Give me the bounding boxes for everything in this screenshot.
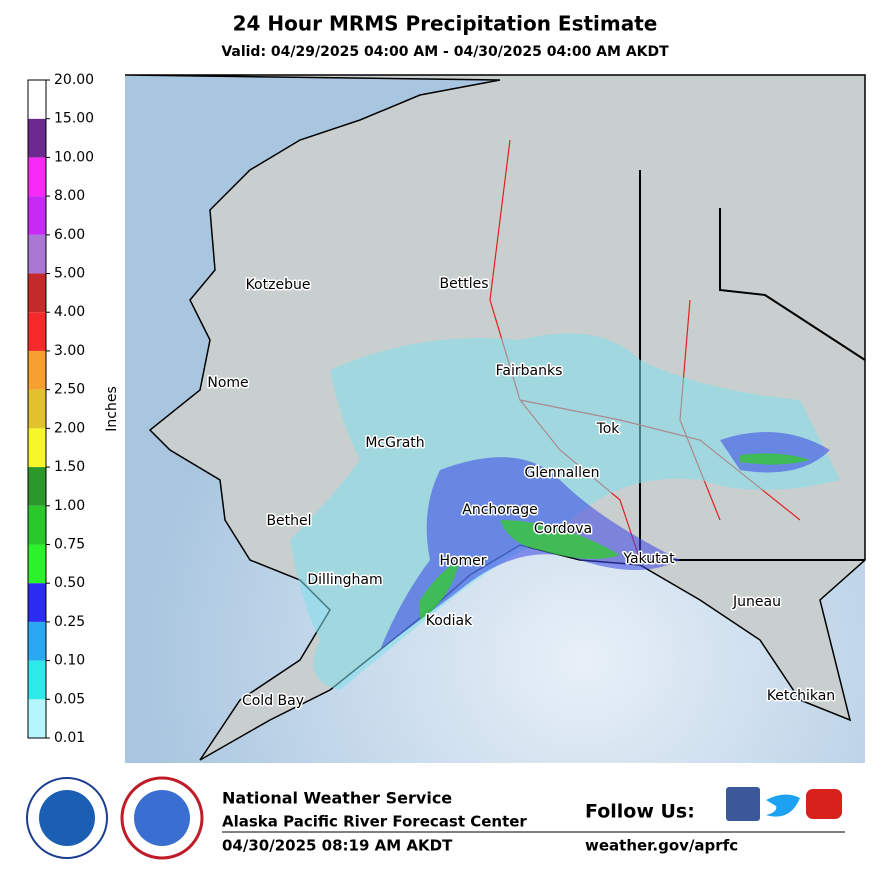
noaa-logo-inner — [39, 790, 95, 846]
city-label: Anchorage — [462, 502, 537, 518]
colorbar-label: 0.01 — [54, 730, 85, 746]
colorbar-title: Inches — [104, 386, 120, 431]
city-label: Bettles — [440, 276, 489, 292]
city-label: Fairbanks — [496, 363, 563, 379]
city-label: Kodiak — [426, 613, 473, 629]
city-label: Cordova — [534, 521, 592, 537]
colorbar-bin — [28, 428, 46, 468]
youtube-icon[interactable] — [806, 789, 842, 819]
city-label: Cold Bay — [242, 693, 304, 709]
colorbar-bin — [28, 118, 46, 158]
colorbar-bin — [28, 621, 46, 661]
colorbar-bin — [28, 699, 46, 738]
city-label: McGrath — [365, 435, 424, 451]
colorbar-label: 0.10 — [54, 653, 85, 669]
city-label: Bethel — [266, 513, 311, 529]
colorbar-bin — [28, 273, 46, 313]
url[interactable]: weather.gov/aprfc — [585, 837, 738, 855]
city-label: Kotzebue — [246, 277, 311, 293]
office: Alaska Pacific River Forecast Center — [222, 813, 527, 831]
city-label: Homer — [439, 553, 486, 569]
org: National Weather Service — [222, 789, 452, 808]
map: Kotzebue Bettles Nome Fairbanks Tok McGrath Gl… — [124, 74, 866, 763]
cities: Kotzebue Bettles Nome Fairbanks Tok McGrath Gl… — [206, 275, 837, 711]
city-label: Yakutat — [622, 551, 675, 567]
colorbar-bin — [28, 80, 46, 119]
colorbar-label: 0.05 — [54, 691, 85, 707]
colorbar-label: 2.00 — [54, 420, 85, 436]
logos — [26, 776, 204, 860]
subtitle: Valid: 04/29/2025 04:00 AM - 04/30/2025 … — [221, 44, 669, 60]
colorbar-label: 1.50 — [54, 459, 85, 475]
colorbar-bin — [28, 467, 46, 506]
city-label: Ketchikan — [767, 688, 835, 704]
colorbar-bin — [28, 583, 46, 622]
colorbar-label: 6.00 — [54, 227, 85, 243]
timestamp: 04/30/2025 08:19 AM AKDT — [222, 837, 453, 855]
facebook-icon[interactable] — [726, 787, 760, 821]
city-label: Dillingham — [307, 572, 382, 588]
colorbar-bin — [28, 389, 46, 429]
follow-us: Follow Us: — [585, 801, 695, 823]
colorbar-label: 15.00 — [54, 111, 94, 127]
colorbar-label: 3.00 — [54, 343, 85, 359]
colorbar-label: 2.50 — [54, 382, 85, 398]
colorbar-frame — [27, 79, 47, 739]
precip-mid — [380, 432, 830, 650]
city-label: Tok — [596, 421, 621, 437]
twitter-icon[interactable] — [766, 794, 800, 817]
colorbar-bin — [28, 544, 46, 584]
colorbar-label: 20.00 — [54, 72, 94, 88]
city-label: Nome — [207, 375, 248, 391]
colorbar-label: 1.00 — [54, 498, 85, 514]
colorbar-label: 10.00 — [54, 149, 94, 165]
colorbar-label: 5.00 — [54, 266, 85, 282]
colorbar-bin — [28, 660, 46, 700]
colorbar-label: 0.75 — [54, 536, 85, 552]
colorbar-label: 4.00 — [54, 304, 85, 320]
city-label: Glennallen — [525, 465, 600, 481]
nws-logo-inner — [134, 790, 190, 846]
colorbar-bin — [28, 505, 46, 545]
colorbar-bin — [28, 157, 46, 197]
colorbar-bin — [28, 350, 46, 390]
title: 24 Hour MRMS Precipitation Estimate — [233, 12, 658, 36]
city-label: Juneau — [732, 594, 781, 610]
colorbar-label: 0.50 — [54, 575, 85, 591]
colorbar-bin — [28, 196, 46, 235]
colorbar-bin — [28, 234, 46, 274]
colorbar-label: 0.25 — [54, 614, 85, 630]
colorbar-label: 8.00 — [54, 188, 85, 204]
colorbar-bin — [28, 312, 46, 351]
colorbar: 0.01 0.05 0.10 0.25 0.50 0.75 1.00 1.50 2.00 2.50… — [27, 72, 94, 746]
